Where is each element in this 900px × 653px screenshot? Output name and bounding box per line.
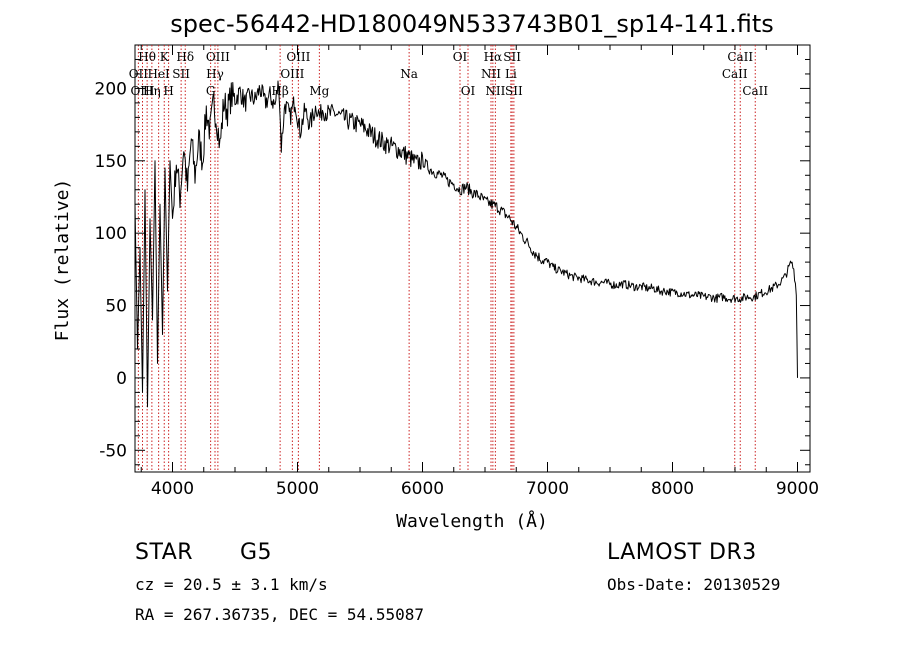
- subclass: G5: [240, 540, 273, 565]
- x-tick-label-1: 5000: [276, 479, 319, 499]
- x-axis-label: Wavelength (Å): [396, 510, 548, 532]
- line-label-22: SII: [503, 50, 521, 64]
- redshift-cz: cz = 20.5 ± 3.1 km/s: [135, 575, 328, 594]
- line-label-2: OIII: [130, 84, 154, 98]
- x-tick-label-5: 9000: [776, 479, 819, 499]
- obs-date: Obs-Date: 20130529: [607, 575, 781, 594]
- line-label-26: CaII: [722, 67, 748, 81]
- object-class: STAR: [135, 540, 194, 565]
- line-label-0: Hθ: [138, 50, 156, 64]
- y-tick-label-4: 150: [95, 152, 127, 172]
- line-label-8: H: [163, 84, 173, 98]
- y-axis-ticks: -50 0 50 100 150 200: [95, 44, 810, 466]
- spectrum-series: [134, 80, 798, 408]
- x-tick-label-2: 6000: [401, 479, 444, 499]
- survey-name: LAMOST DR3: [607, 540, 757, 565]
- line-label-12: OIII: [286, 50, 310, 64]
- y-axis-label: Flux (relative): [52, 179, 73, 342]
- line-label-5: Hη: [143, 84, 161, 98]
- line-label-21: NII: [485, 84, 505, 98]
- spectrum-line: [134, 80, 798, 408]
- line-label-11: G: [206, 84, 216, 98]
- chart-title: spec-56442-HD180049N533743B01_sp14-141.f…: [170, 10, 774, 38]
- line-label-4: HeI: [147, 67, 170, 81]
- coordinates: RA = 267.36735, DEC = 54.55087: [135, 605, 424, 624]
- line-label-20: NII: [481, 67, 501, 81]
- x-tick-label-4: 8000: [651, 479, 694, 499]
- y-tick-label-0: -50: [99, 441, 127, 461]
- line-label-15: Mg: [309, 84, 329, 98]
- y-tick-label-1: 0: [116, 369, 127, 389]
- x-tick-label-0: 4000: [151, 479, 194, 499]
- line-label-17: OI: [453, 50, 468, 64]
- line-label-27: CaII: [742, 84, 768, 98]
- line-label-3: K: [160, 50, 170, 64]
- line-label-25: CaII: [727, 50, 753, 64]
- line-label-13: OIII: [280, 67, 304, 81]
- y-tick-label-2: 50: [105, 297, 127, 317]
- line-label-16: Na: [400, 67, 418, 81]
- x-tick-label-3: 7000: [526, 479, 569, 499]
- line-label-10: Hγ: [206, 67, 224, 81]
- y-tick-label-5: 200: [95, 79, 127, 99]
- line-label-14: Hβ: [271, 84, 288, 98]
- line-label-19: Hα: [484, 50, 503, 64]
- line-label-9: OIII: [206, 50, 230, 64]
- line-label-7: SII: [172, 67, 190, 81]
- line-label-6: Hδ: [176, 50, 194, 64]
- line-label-24: SII: [505, 84, 523, 98]
- x-axis-ticks: 4000 5000 6000 7000 8000 9000: [140, 45, 819, 499]
- plot-frame: [134, 44, 811, 473]
- line-label-18: OI: [461, 84, 476, 98]
- line-label-23: Li: [505, 67, 517, 81]
- y-tick-label-3: 100: [95, 224, 127, 244]
